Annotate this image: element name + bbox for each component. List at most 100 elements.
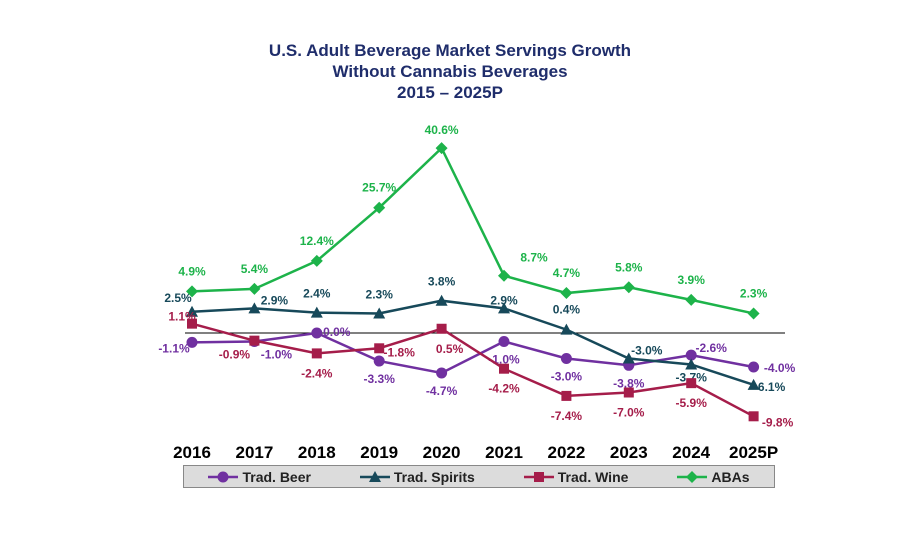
legend-swatch xyxy=(677,470,708,483)
legend-item: Trad. Wine xyxy=(523,468,629,485)
data-point xyxy=(685,349,697,361)
legend-swatch xyxy=(208,471,239,482)
legend-label: Trad. Wine xyxy=(557,468,629,485)
legend-label: ABAs xyxy=(711,468,750,485)
data-label: -6.1% xyxy=(754,380,786,394)
chart-period: 2015 – 2025P xyxy=(397,83,503,102)
data-point xyxy=(249,335,260,346)
data-label: 2.3% xyxy=(366,287,394,301)
data-label: 2.5% xyxy=(164,291,192,305)
legend-item: Trad. Beer xyxy=(208,469,311,485)
data-label: -3.3% xyxy=(364,372,396,386)
data-label: -1.8% xyxy=(384,345,416,359)
series-line xyxy=(191,331,754,375)
data-point xyxy=(311,348,322,359)
data-point xyxy=(560,353,572,364)
x-tick-label: 2024 xyxy=(672,443,710,462)
data-label: 3.9% xyxy=(678,273,706,287)
x-tick-label: 2022 xyxy=(547,443,585,462)
series-abas: 4.9% 5.4% 12.4% 25.7% 40.6% 8.7% 4.7% 5.8% 3.9% 2… xyxy=(178,123,768,320)
data-point xyxy=(748,361,760,373)
series-line xyxy=(191,299,754,387)
x-tick-label: 2025P xyxy=(729,443,778,462)
data-point xyxy=(560,287,573,300)
data-point xyxy=(373,355,385,367)
data-point xyxy=(186,336,198,348)
data-label: 2.3% xyxy=(740,286,768,300)
data-label: 40.6% xyxy=(425,123,459,137)
data-point xyxy=(623,387,634,398)
data-label: -2.4% xyxy=(301,366,333,380)
data-point xyxy=(560,323,573,335)
data-label: -5.9% xyxy=(676,396,708,410)
legend-marker xyxy=(533,471,544,482)
series-trad-spirits: 2.5% 2.9% 2.4% 2.3% 3.8% 2.9% 0.4% -3.0% -3.7% -6… xyxy=(164,275,785,394)
data-point xyxy=(748,411,759,422)
data-label: -4.0% xyxy=(764,361,796,375)
data-point xyxy=(499,363,509,374)
data-point xyxy=(498,336,510,347)
data-point xyxy=(435,142,448,155)
data-point xyxy=(498,302,510,314)
data-label: 1.1% xyxy=(168,310,196,324)
series-trad-wine: 1.1% -0.9% -2.4% -1.8% 0.5% -4.2% -7.4% -7.0% -5… xyxy=(168,310,793,430)
legend-item: ABAs xyxy=(677,469,749,485)
data-point xyxy=(374,343,385,354)
data-point xyxy=(248,282,261,295)
chart-title: U.S. Adult Beverage Market Servings Grow… xyxy=(268,41,632,60)
data-point xyxy=(310,254,323,267)
data-point xyxy=(685,293,698,306)
chart-subtitle: Without Cannabis Beverages xyxy=(332,62,568,81)
series-line xyxy=(191,322,755,418)
legend: Trad. Beer Trad. Spirits Trad. Wine ABAs xyxy=(183,465,775,488)
x-tick-label: 2017 xyxy=(235,443,273,462)
data-label: 0.4% xyxy=(553,303,581,317)
data-point xyxy=(248,302,261,314)
data-point xyxy=(622,352,635,364)
series-trad-beer: -1.1% -1.0%0.0%-3.3%-4.7%-1.0%-3.0% -3.8%-… xyxy=(158,325,795,398)
data-label: 8.7% xyxy=(520,251,548,265)
data-label: 5.8% xyxy=(615,260,643,274)
data-point xyxy=(187,318,197,329)
data-label: 2.4% xyxy=(303,287,331,301)
data-label: -7.0% xyxy=(613,406,645,420)
data-point xyxy=(622,281,635,294)
data-point xyxy=(686,378,697,389)
data-label: 12.4% xyxy=(300,234,334,248)
data-point xyxy=(685,358,698,370)
legend-marker xyxy=(686,470,699,483)
data-point xyxy=(435,294,448,306)
data-label: -9.8% xyxy=(762,415,794,429)
legend-swatch xyxy=(523,471,554,482)
data-label: 3.8% xyxy=(428,275,456,289)
data-point xyxy=(747,307,760,320)
data-label: 25.7% xyxy=(362,181,396,195)
data-point xyxy=(186,305,198,317)
data-point xyxy=(747,378,760,390)
data-label: -4.7% xyxy=(426,384,458,398)
data-label: -3.8% xyxy=(613,376,645,390)
data-point xyxy=(311,327,323,339)
x-tick-label: 2020 xyxy=(423,443,461,462)
data-label: -3.0% xyxy=(551,370,583,384)
legend-marker xyxy=(368,470,381,482)
data-point xyxy=(373,307,386,319)
legend-label: Trad. Spirits xyxy=(393,468,475,485)
data-label: 4.7% xyxy=(553,266,581,280)
data-label: -3.0% xyxy=(631,344,663,358)
data-point xyxy=(373,201,386,214)
data-label: -1.0% xyxy=(261,348,293,362)
legend-swatch xyxy=(359,470,390,482)
data-point xyxy=(561,390,572,401)
legend-marker xyxy=(217,471,229,482)
data-point xyxy=(436,323,447,334)
data-label: -3.7% xyxy=(676,370,708,384)
legend-item: Trad. Spirits xyxy=(359,468,475,485)
data-point xyxy=(436,367,448,379)
x-tick-label: 2021 xyxy=(485,443,523,462)
data-label: -0.9% xyxy=(219,348,251,362)
data-label: 2.9% xyxy=(490,293,518,307)
data-point xyxy=(498,269,510,282)
